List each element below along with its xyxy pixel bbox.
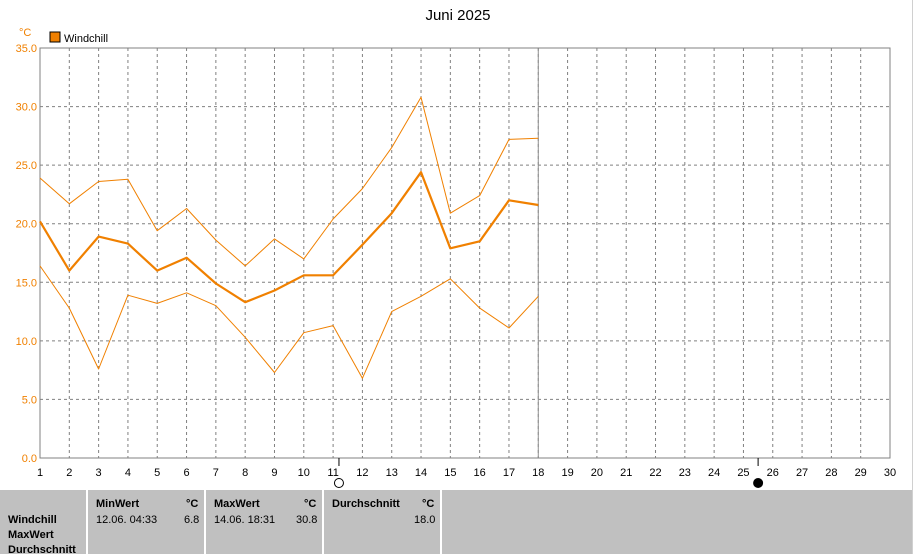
y-tick-label-25.0: 25.0 xyxy=(16,160,37,172)
y-tick-label-15.0: 15.0 xyxy=(16,277,37,289)
x-tick-label-13: 13 xyxy=(386,467,398,479)
x-tick-label-22: 22 xyxy=(649,467,661,479)
legend-label: Windchill xyxy=(64,33,108,45)
y-unit-label: °C xyxy=(19,27,31,39)
x-tick-label-10: 10 xyxy=(298,467,310,479)
row-labels: Windchill MaxWert Durchschnitt xyxy=(0,490,88,556)
x-tick-label-7: 7 xyxy=(213,467,219,479)
x-tick-label-18: 18 xyxy=(532,467,544,479)
chart-title: Juni 2025 xyxy=(425,7,490,24)
maxwert-header: MaxWert xyxy=(214,498,260,510)
x-tick-label-14: 14 xyxy=(415,467,427,479)
minwert-datetime: 12.06. 04:33 xyxy=(96,514,158,526)
row-label-maxwert: MaxWert xyxy=(8,529,54,541)
right-edge xyxy=(912,0,920,554)
maxwert-column: MaxWert °C 14.06. 18:31 30.8 xyxy=(204,490,322,554)
y-tick-label-0.0: 0.0 xyxy=(22,453,37,465)
x-tick-label-6: 6 xyxy=(183,467,189,479)
series-line-avg xyxy=(39,171,539,304)
row-label-durchschnitt: Durchschnitt xyxy=(8,544,76,556)
full-moon-icon xyxy=(753,478,764,488)
plot-frame xyxy=(39,47,891,459)
y-tick-label-5.0: 5.0 xyxy=(22,394,37,406)
durchschnitt-unit: °C xyxy=(422,498,435,510)
x-tick-label-19: 19 xyxy=(561,467,573,479)
x-tick-label-17: 17 xyxy=(503,467,515,479)
durchschnitt-column: Durchschnitt °C 18.0 xyxy=(322,490,440,554)
maxwert-unit: °C xyxy=(304,498,317,510)
x-tick-label-16: 16 xyxy=(474,467,486,479)
x-tick-label-11: 11 xyxy=(327,467,338,479)
x-tick-label-21: 21 xyxy=(620,467,632,479)
x-tick-label-1: 1 xyxy=(37,467,43,479)
x-tick-label-12: 12 xyxy=(356,467,368,479)
x-tick-label-27: 27 xyxy=(796,467,808,479)
windchill-chart: 0.05.010.015.020.025.030.035.01 2 3 4 5 6 7 8 9 1… xyxy=(16,7,896,488)
x-tick-label-15: 15 xyxy=(444,467,456,479)
new-moon-icon xyxy=(333,478,344,488)
x-tick-label-28: 28 xyxy=(825,467,837,479)
series-line-max xyxy=(39,96,539,267)
x-tick-label-26: 26 xyxy=(767,467,779,479)
y-tick-label-30.0: 30.0 xyxy=(16,102,37,114)
x-tick-label-2: 2 xyxy=(66,467,72,479)
durchschnitt-value: 18.0 xyxy=(414,514,436,526)
maxwert-datetime: 14.06. 18:31 xyxy=(214,514,276,526)
x-tick-label-4: 4 xyxy=(125,467,131,479)
x-tick-label-3: 3 xyxy=(96,467,102,479)
x-tick-label-5: 5 xyxy=(154,467,160,479)
plot-area xyxy=(40,48,890,458)
maxwert-value: 30.8 xyxy=(296,514,318,526)
minwert-value: 6.8 xyxy=(184,514,200,526)
durchschnitt-header: Durchschnitt xyxy=(332,498,400,510)
x-tick-label-9: 9 xyxy=(271,467,277,479)
minwert-unit: °C xyxy=(186,498,199,510)
y-tick-label-10.0: 10.0 xyxy=(16,336,37,348)
row-label-windchill: Windchill xyxy=(8,514,57,526)
y-tick-label-20.0: 20.0 xyxy=(16,219,37,231)
x-tick-label-24: 24 xyxy=(708,467,720,479)
minwert-column: MinWert °C 12.06. 04:33 6.8 xyxy=(86,490,204,554)
x-tick-label-8: 8 xyxy=(242,467,248,479)
x-tick-label-20: 20 xyxy=(591,467,603,479)
x-tick-label-23: 23 xyxy=(679,467,691,479)
series-line-min xyxy=(39,265,539,379)
panel-filler xyxy=(440,490,914,554)
x-tick-label-30: 30 xyxy=(884,467,896,479)
x-tick-label-25: 25 xyxy=(737,467,749,479)
legend-swatch xyxy=(49,31,61,43)
y-tick-label-35.0: 35.0 xyxy=(16,43,37,55)
statistics-panel: Windchill MaxWert Durchschnitt MinWert °… xyxy=(0,490,914,556)
minwert-header: MinWert xyxy=(96,498,140,510)
x-tick-label-29: 29 xyxy=(855,467,867,479)
